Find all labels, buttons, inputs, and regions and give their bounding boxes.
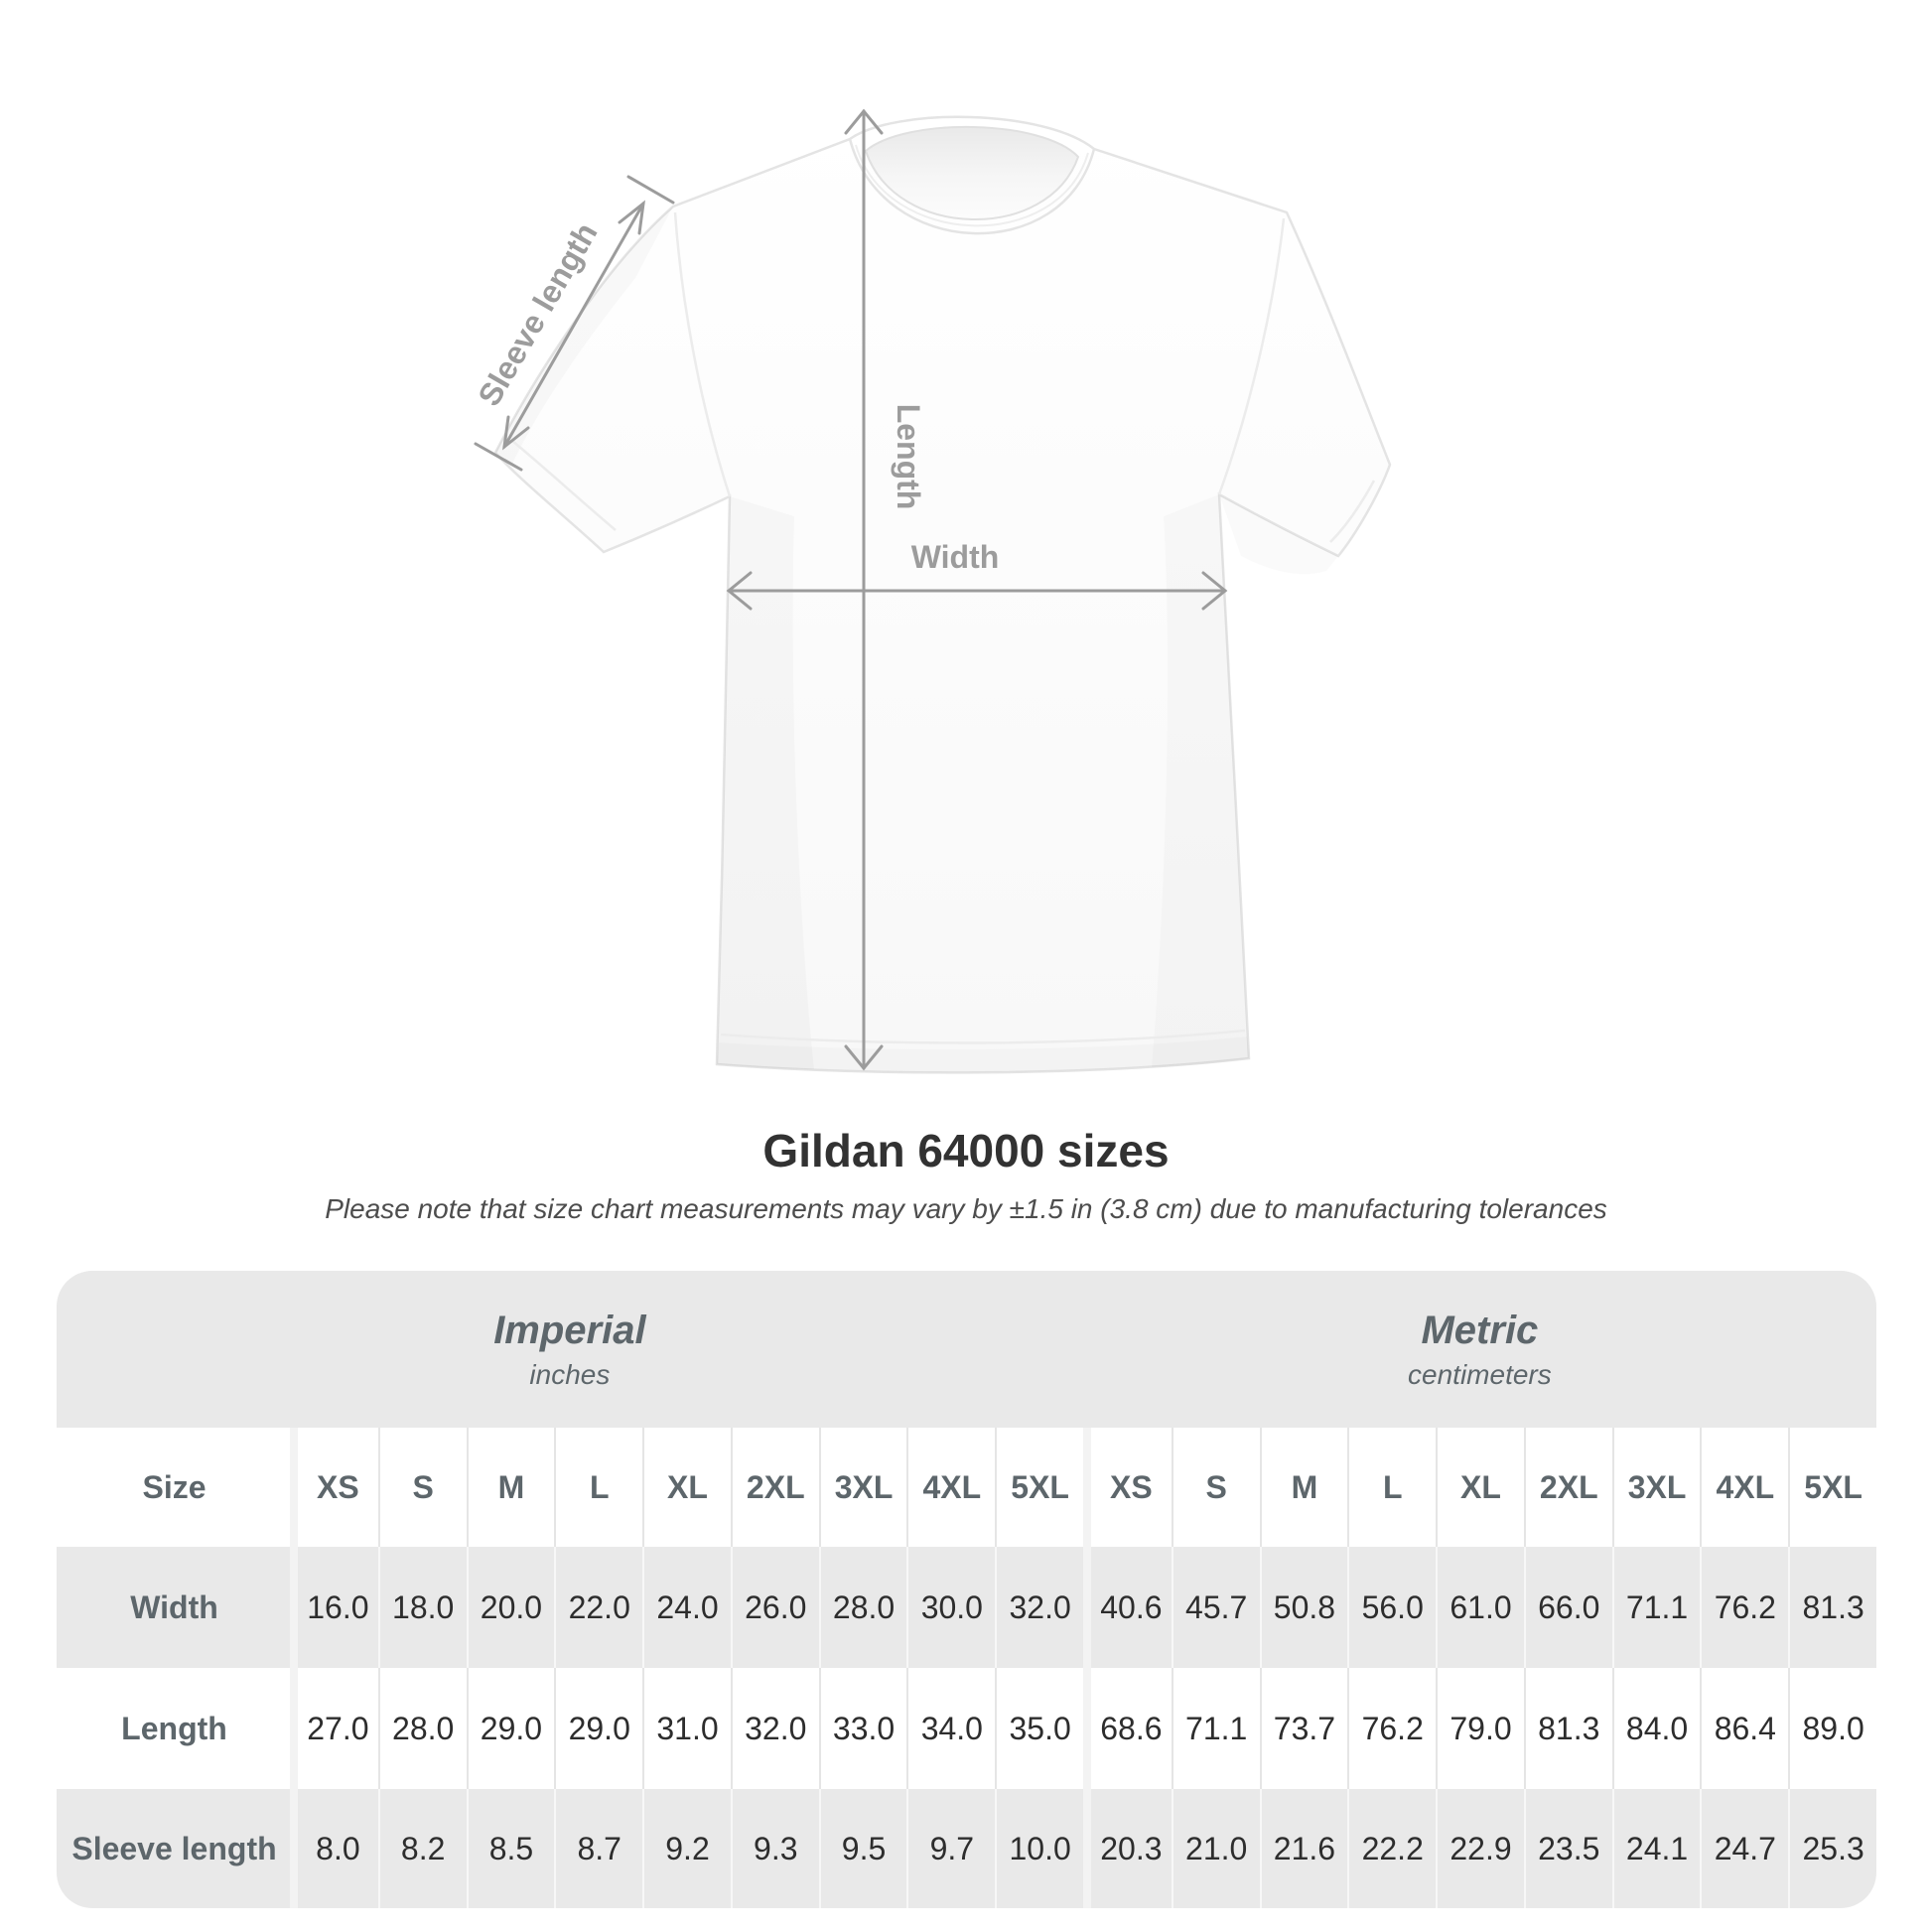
length-row: Length 27.0 28.0 29.0 29.0 31.0 32.0 33.… bbox=[57, 1668, 1876, 1789]
value-cell: 66.0 bbox=[1523, 1547, 1612, 1668]
size-cell: M bbox=[466, 1428, 555, 1547]
value-cell: 61.0 bbox=[1436, 1547, 1524, 1668]
value-cell: 8.5 bbox=[466, 1789, 555, 1908]
imperial-section-header: Imperial inches bbox=[57, 1271, 1083, 1428]
value-cell: 27.0 bbox=[290, 1668, 378, 1789]
size-cell: L bbox=[554, 1428, 642, 1547]
value-cell: 16.0 bbox=[290, 1547, 378, 1668]
size-cell: 5XL bbox=[995, 1428, 1083, 1547]
page-title: Gildan 64000 sizes bbox=[762, 1125, 1170, 1176]
value-cell: 20.0 bbox=[466, 1547, 555, 1668]
t-shirt-measurement-diagram: Sleeve length Length Width bbox=[471, 108, 1392, 1074]
value-cell: 32.0 bbox=[730, 1668, 819, 1789]
value-cell: 35.0 bbox=[995, 1668, 1083, 1789]
value-cell: 9.5 bbox=[818, 1789, 907, 1908]
value-cell: 45.7 bbox=[1171, 1547, 1260, 1668]
size-cell: XL bbox=[642, 1428, 731, 1547]
size-cell: 5XL bbox=[1788, 1428, 1876, 1547]
size-column-header: Size bbox=[142, 1468, 207, 1505]
size-cell: 3XL bbox=[818, 1428, 907, 1547]
value-cell: 31.0 bbox=[642, 1668, 731, 1789]
value-cell: 10.0 bbox=[995, 1789, 1083, 1908]
value-cell: 23.5 bbox=[1523, 1789, 1612, 1908]
value-cell: 24.7 bbox=[1700, 1789, 1788, 1908]
value-cell: 21.0 bbox=[1171, 1789, 1260, 1908]
value-cell: 56.0 bbox=[1347, 1547, 1436, 1668]
value-cell: 79.0 bbox=[1436, 1668, 1524, 1789]
value-cell: 9.2 bbox=[642, 1789, 731, 1908]
size-cell: 4XL bbox=[1700, 1428, 1788, 1547]
value-cell: 21.6 bbox=[1259, 1789, 1348, 1908]
tolerance-note: Please note that size chart measurements… bbox=[325, 1193, 1607, 1224]
width-row: Width 16.0 18.0 20.0 22.0 24.0 26.0 28.0… bbox=[57, 1547, 1876, 1668]
value-cell: 22.2 bbox=[1347, 1789, 1436, 1908]
value-cell: 26.0 bbox=[730, 1547, 819, 1668]
value-cell: 81.3 bbox=[1788, 1547, 1876, 1668]
value-cell: 71.1 bbox=[1611, 1547, 1701, 1668]
value-cell: 76.2 bbox=[1347, 1668, 1436, 1789]
size-cell: XS bbox=[290, 1428, 378, 1547]
value-cell: 32.0 bbox=[995, 1547, 1083, 1668]
value-cell: 24.0 bbox=[642, 1547, 731, 1668]
value-cell: 30.0 bbox=[906, 1547, 995, 1668]
value-cell: 28.0 bbox=[377, 1668, 467, 1789]
size-cell: S bbox=[1171, 1428, 1260, 1547]
width-arrow bbox=[726, 571, 1228, 611]
value-cell: 84.0 bbox=[1611, 1668, 1701, 1789]
size-cell: M bbox=[1259, 1428, 1348, 1547]
value-cell: 29.0 bbox=[466, 1668, 555, 1789]
value-cell: 25.3 bbox=[1788, 1789, 1876, 1908]
value-cell: 22.0 bbox=[554, 1547, 642, 1668]
value-cell: 9.3 bbox=[730, 1789, 819, 1908]
value-cell: 40.6 bbox=[1083, 1547, 1172, 1668]
value-cell: 24.1 bbox=[1611, 1789, 1701, 1908]
width-label: Width bbox=[911, 539, 1000, 575]
sleeve-length-row: Sleeve length 8.0 8.2 8.5 8.7 9.2 9.3 9.… bbox=[57, 1789, 1876, 1908]
length-label: Length bbox=[891, 404, 926, 510]
value-cell: 86.4 bbox=[1700, 1668, 1788, 1789]
value-cell: 8.7 bbox=[554, 1789, 642, 1908]
value-cell: 76.2 bbox=[1700, 1547, 1788, 1668]
value-cell: 73.7 bbox=[1259, 1668, 1348, 1789]
size-cell: 4XL bbox=[906, 1428, 995, 1547]
size-cell: S bbox=[377, 1428, 467, 1547]
value-cell: 50.8 bbox=[1259, 1547, 1348, 1668]
metric-section-header: Metric centimeters bbox=[1083, 1271, 1876, 1428]
value-cell: 81.3 bbox=[1523, 1668, 1612, 1789]
row-label: Sleeve length bbox=[71, 1830, 277, 1866]
value-cell: 22.9 bbox=[1436, 1789, 1524, 1908]
value-cell: 68.6 bbox=[1083, 1668, 1172, 1789]
value-cell: 18.0 bbox=[377, 1547, 467, 1668]
imperial-title: Imperial bbox=[493, 1308, 646, 1352]
row-label: Width bbox=[130, 1588, 218, 1625]
metric-units: centimeters bbox=[1408, 1358, 1552, 1390]
size-cell: XS bbox=[1083, 1428, 1172, 1547]
size-cell: 3XL bbox=[1611, 1428, 1701, 1547]
value-cell: 20.3 bbox=[1083, 1789, 1172, 1908]
size-cell: 2XL bbox=[730, 1428, 819, 1547]
size-cell: L bbox=[1347, 1428, 1436, 1547]
size-cell: 2XL bbox=[1523, 1428, 1612, 1547]
value-cell: 8.0 bbox=[290, 1789, 378, 1908]
value-cell: 89.0 bbox=[1788, 1668, 1876, 1789]
row-label: Length bbox=[121, 1710, 227, 1746]
size-header-row: Size XS S M L XL 2XL 3XL 4XL 5XL XS S M … bbox=[57, 1428, 1876, 1547]
value-cell: 71.1 bbox=[1171, 1668, 1260, 1789]
imperial-units: inches bbox=[529, 1358, 611, 1390]
unit-system-band: Imperial inches Metric centimeters bbox=[57, 1271, 1876, 1428]
size-chart-table: Imperial inches Metric centimeters Size … bbox=[57, 1271, 1876, 1908]
sleeve-length-arrow bbox=[474, 175, 675, 472]
value-cell: 8.2 bbox=[377, 1789, 467, 1908]
value-cell: 33.0 bbox=[818, 1668, 907, 1789]
value-cell: 9.7 bbox=[906, 1789, 995, 1908]
value-cell: 34.0 bbox=[906, 1668, 995, 1789]
value-cell: 28.0 bbox=[818, 1547, 907, 1668]
metric-title: Metric bbox=[1421, 1308, 1539, 1352]
t-shirt-illustration bbox=[493, 115, 1392, 1074]
value-cell: 29.0 bbox=[554, 1668, 642, 1789]
size-cell: XL bbox=[1436, 1428, 1524, 1547]
